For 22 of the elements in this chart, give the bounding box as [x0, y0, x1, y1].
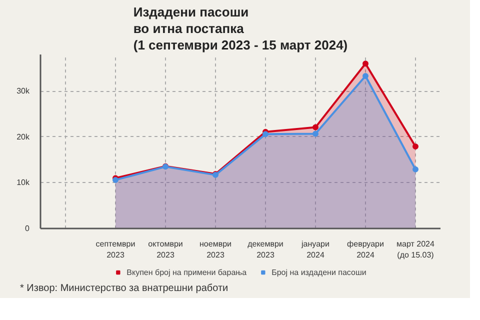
- point: [362, 73, 368, 80]
- x-tick-label: март 2024 (до 15.03): [396, 240, 436, 260]
- x-tick-label: јануари 2024: [300, 240, 330, 260]
- legend-label: Вкупен број на примени барања: [126, 267, 247, 277]
- point: [312, 124, 318, 130]
- x-tick-label: декември 2023: [248, 240, 284, 260]
- x-tick-label: септември 2023: [96, 240, 136, 260]
- y-tick-label: 30k: [16, 86, 30, 96]
- text: * Извор: Министерство за внатрешни работи: [20, 282, 228, 296]
- x-tick-label: октомври 2023: [148, 240, 183, 260]
- point: [262, 131, 268, 138]
- legend-label: Број на издадени пасоши: [272, 267, 366, 277]
- y-tick-label: 0: [25, 224, 30, 233]
- point: [412, 144, 418, 150]
- point: [312, 130, 318, 137]
- y-tick-label: 10k: [16, 178, 30, 188]
- x-tick-label: ноември 2023: [200, 240, 232, 260]
- point: [362, 60, 368, 67]
- y-tick-label: 20k: [16, 132, 30, 142]
- point: [412, 166, 418, 172]
- x-tick-label: февруари 2024: [347, 240, 384, 260]
- chart-title: Издадени пасоши во итна постапка (1 септември 2023 - 15 март 2024): [133, 4, 348, 52]
